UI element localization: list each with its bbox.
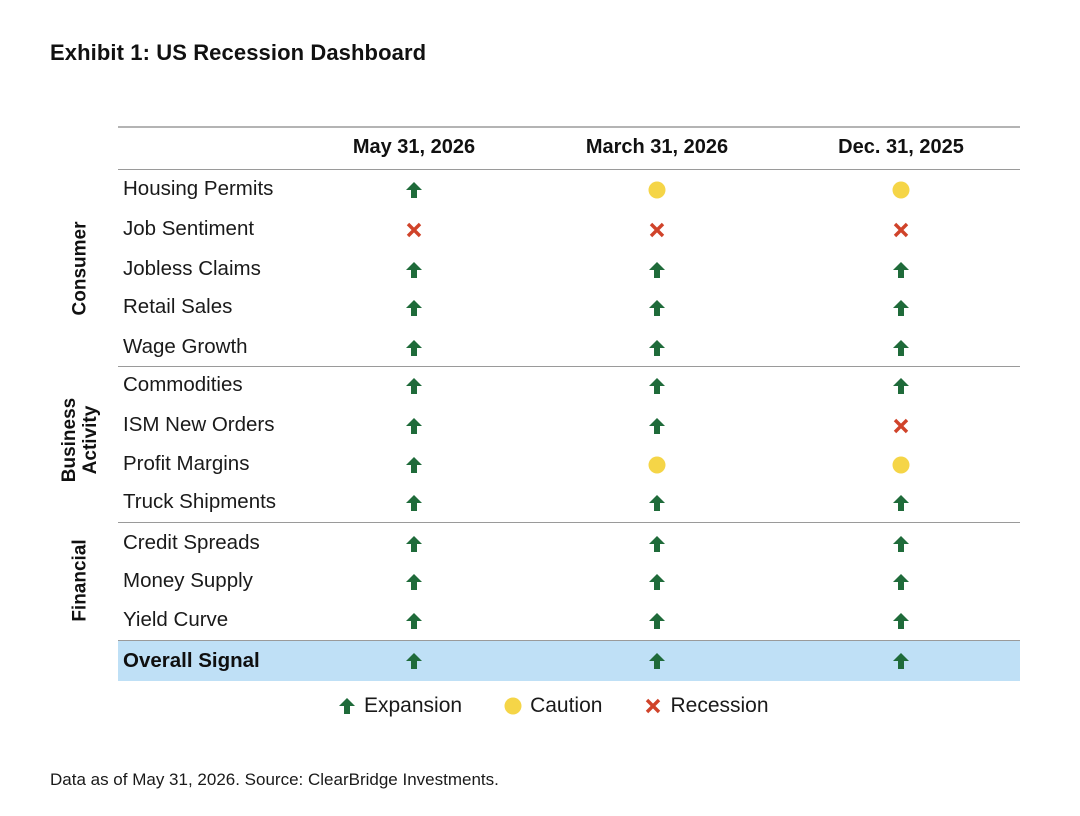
indicator-label: Retail Sales [123, 295, 233, 318]
expansion-icon [871, 525, 931, 563]
recession-icon [644, 697, 670, 715]
expansion-icon [384, 407, 444, 445]
expansion-icon [627, 329, 687, 367]
expansion-icon [627, 602, 687, 640]
indicator-label: Credit Spreads [123, 531, 260, 554]
expansion-icon [384, 641, 444, 681]
expansion-icon [627, 484, 687, 522]
group-divider [118, 169, 1020, 170]
footnote: Data as of May 31, 2026. Source: ClearBr… [50, 770, 499, 789]
recession-icon [871, 407, 931, 445]
table-row: Money Supply [118, 563, 1020, 601]
table-row: Commodities [118, 367, 1020, 405]
indicator-label: Commodities [123, 373, 243, 396]
table-row: Wage Growth [118, 329, 1020, 367]
table-row: Yield Curve [118, 602, 1020, 640]
expansion-icon [627, 251, 687, 289]
expansion-icon [627, 525, 687, 563]
expansion-icon [871, 641, 931, 681]
expansion-icon [384, 602, 444, 640]
indicator-label: ISM New Orders [123, 413, 275, 436]
table-top-rule [118, 126, 1020, 128]
column-header: May 31, 2026 [352, 136, 476, 158]
indicator-label: Truck Shipments [123, 490, 277, 513]
expansion-icon [871, 602, 931, 640]
column-header: Dec. 31, 2025 [838, 136, 964, 158]
legend-label: Caution [530, 694, 603, 717]
table-row: Jobless Claims [118, 251, 1020, 289]
legend: Expansion Caution Recession [338, 694, 769, 718]
expansion-icon [871, 563, 931, 601]
indicator-label: Wage Growth [123, 335, 248, 358]
group-divider [118, 366, 1020, 367]
column-header: March 31, 2026 [585, 136, 729, 158]
expansion-icon [627, 407, 687, 445]
caution-icon [504, 697, 530, 715]
expansion-icon [871, 329, 931, 367]
table-row: Credit Spreads [118, 525, 1020, 563]
recession-icon [871, 211, 931, 249]
indicator-label: Overall Signal [123, 649, 260, 672]
group-label: Business Activity [59, 397, 102, 483]
indicator-label: Yield Curve [123, 608, 229, 631]
legend-item-expansion: Expansion [338, 694, 462, 718]
expansion-icon [871, 484, 931, 522]
expansion-icon [384, 171, 444, 209]
indicator-label: Profit Margins [123, 452, 250, 475]
legend-item-caution: Caution [504, 694, 602, 718]
expansion-icon [384, 289, 444, 327]
expansion-icon [627, 641, 687, 681]
caution-icon [871, 171, 931, 209]
expansion-icon [627, 289, 687, 327]
legend-label: Recession [670, 694, 769, 717]
expansion-icon [871, 289, 931, 327]
group-divider [118, 640, 1020, 641]
expansion-icon [384, 446, 444, 484]
group-label: Financial [69, 538, 91, 622]
indicator-label: Housing Permits [123, 177, 274, 200]
indicator-label: Job Sentiment [123, 217, 255, 240]
expansion-icon [384, 329, 444, 367]
table-row: Job Sentiment [118, 211, 1020, 249]
table-row: Profit Margins [118, 446, 1020, 484]
group-divider [118, 522, 1020, 523]
expansion-icon [384, 251, 444, 289]
expansion-icon [384, 484, 444, 522]
indicator-label: Money Supply [123, 569, 253, 592]
caution-icon [627, 171, 687, 209]
overall-signal-row: Overall Signal [118, 641, 1020, 681]
expansion-icon [384, 367, 444, 405]
legend-item-recession: Recession [644, 694, 769, 718]
indicator-label: Jobless Claims [123, 257, 261, 280]
recession-icon [627, 211, 687, 249]
caution-icon [871, 446, 931, 484]
table-row: ISM New Orders [118, 407, 1020, 445]
expansion-icon [338, 697, 364, 715]
group-label: Consumer [69, 221, 91, 315]
chart-title: Exhibit 1: US Recession Dashboard [50, 40, 427, 65]
table-row: Truck Shipments [118, 484, 1020, 522]
table-row: Retail Sales [118, 289, 1020, 327]
table-row: Housing Permits [118, 171, 1020, 209]
expansion-icon [384, 563, 444, 601]
expansion-icon [871, 251, 931, 289]
expansion-icon [627, 367, 687, 405]
recession-icon [384, 211, 444, 249]
expansion-icon [384, 525, 444, 563]
expansion-icon [627, 563, 687, 601]
caution-icon [627, 446, 687, 484]
legend-label: Expansion [364, 694, 463, 717]
expansion-icon [871, 367, 931, 405]
